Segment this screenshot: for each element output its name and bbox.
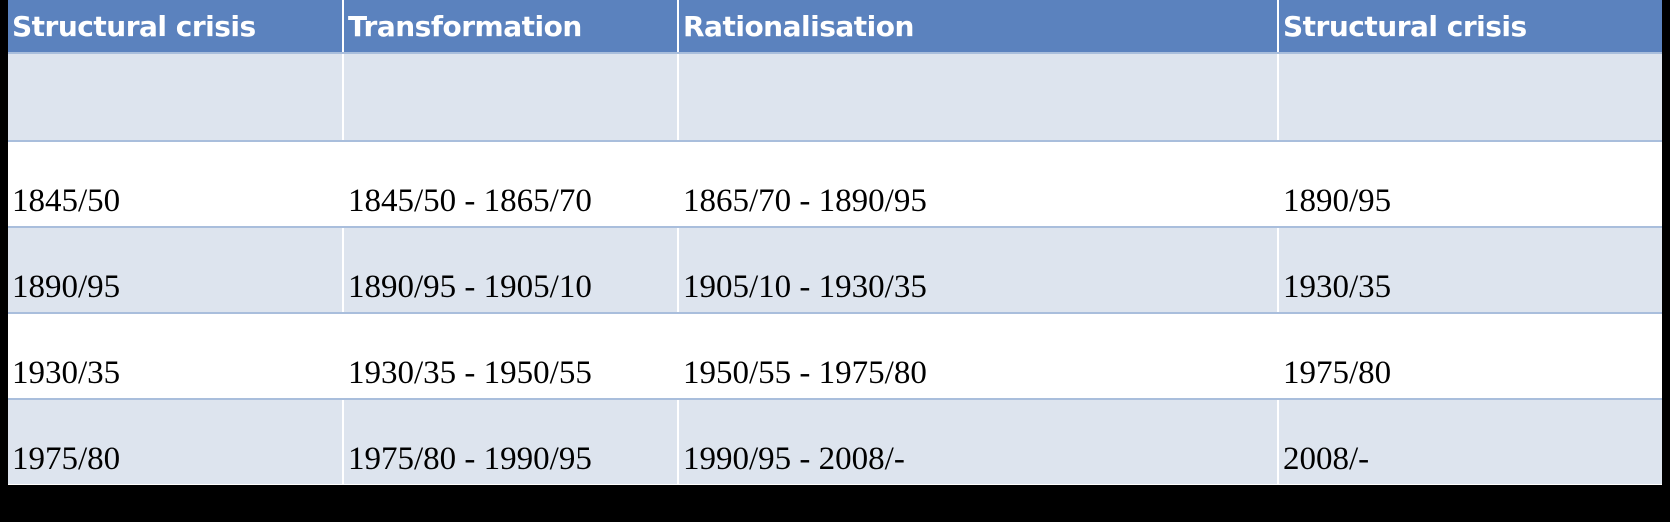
table-cell: 1905/10 - 1930/35 <box>677 228 1277 312</box>
table-row: 1975/80 1975/80 - 1990/95 1990/95 - 2008/-… <box>8 398 1662 484</box>
empty-cell <box>1277 54 1662 140</box>
header-cell: Structural crisis <box>12 9 256 43</box>
table: Structural crisis Transformation Rationali… <box>8 0 1662 485</box>
header-cell: Rationalisation <box>677 0 1277 52</box>
table-cell: 1975/80 - 1990/95 <box>342 400 677 484</box>
header-cell: Transformation <box>342 0 677 52</box>
empty-row <box>8 52 1662 140</box>
table-cell: 1975/80 <box>12 441 121 477</box>
table-cell: 1930/35 - 1950/55 <box>342 314 677 398</box>
table-cell: 1930/35 <box>12 355 121 391</box>
table-cell: 1975/80 <box>1277 314 1662 398</box>
table-cell: 1845/50 - 1865/70 <box>342 142 677 226</box>
table-row: 1845/50 1845/50 - 1865/70 1865/70 - 1890/9… <box>8 140 1662 226</box>
table-row: 1930/35 1930/35 - 1950/55 1950/55 - 1975/8… <box>8 312 1662 398</box>
table-cell: 1890/95 <box>12 269 121 305</box>
table-cell: 1890/95 <box>1277 142 1662 226</box>
header-cell: Structural crisis <box>1277 0 1662 52</box>
empty-cell <box>677 54 1277 140</box>
table-cell: 1890/95 - 1905/10 <box>342 228 677 312</box>
empty-cell <box>8 54 342 140</box>
table-cell: 1950/55 - 1975/80 <box>677 314 1277 398</box>
table-cell: 1930/35 <box>1277 228 1662 312</box>
table-cell: 1865/70 - 1890/95 <box>677 142 1277 226</box>
table-row: 1890/95 1890/95 - 1905/10 1905/10 - 1930/3… <box>8 226 1662 312</box>
table-cell: 1845/50 <box>12 183 121 219</box>
empty-cell <box>342 54 677 140</box>
table-cell: 2008/- <box>1277 400 1662 484</box>
table-cell: 1990/95 - 2008/- <box>677 400 1277 484</box>
header-row: Structural crisis Transformation Rationali… <box>8 0 1662 52</box>
